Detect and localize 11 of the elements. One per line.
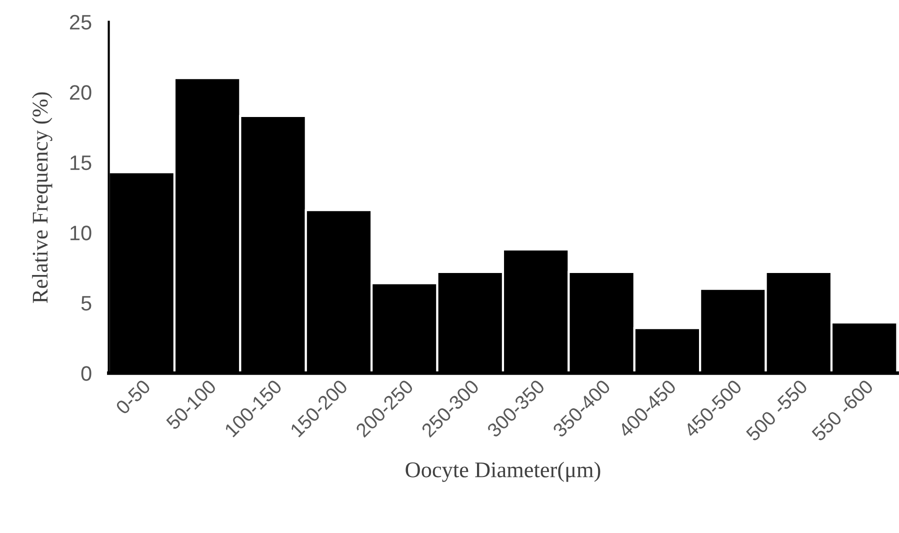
y-tick-label: 0 — [81, 366, 92, 381]
x-tick-label: 550 -600 — [810, 378, 874, 442]
y-tick-label: 25 — [70, 14, 92, 30]
y-tick-label: 10 — [70, 226, 92, 240]
x-tick-label: 500 -550 — [745, 378, 808, 442]
y-axis-title: Relative Frequency (%) — [32, 92, 52, 303]
x-tick-label: 0-50 — [115, 378, 152, 416]
y-tick-label: 5 — [81, 296, 92, 311]
y-tick-label: 20 — [70, 85, 92, 100]
y-tick-label: 15 — [70, 156, 92, 170]
x-axis-title: Oocyte Diameter(μm) — [406, 462, 600, 482]
